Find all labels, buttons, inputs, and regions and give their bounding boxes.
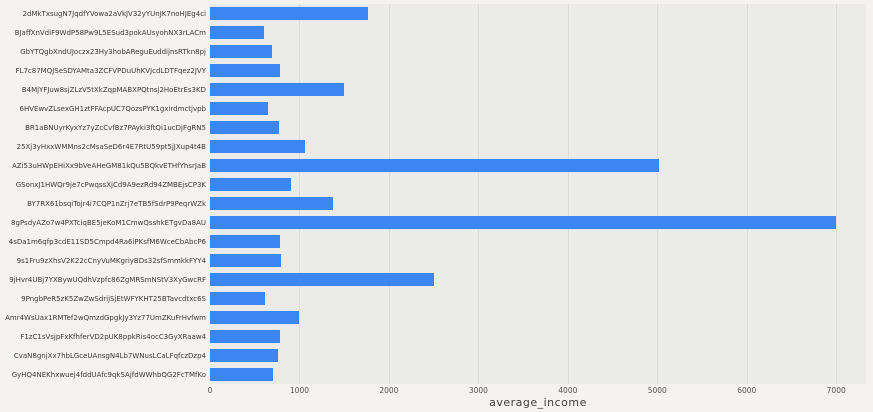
x-tick-label: 3000 [468,386,488,395]
x-axis-title: average_income [489,396,587,409]
x-tick-label: 5000 [647,386,667,395]
bar [210,140,305,153]
bar [210,216,837,229]
y-tick-label: Amr4WsUax1RMTef2wQmzdGpgkJy3Yz77UmZKuFrH… [5,313,206,322]
y-tick-label: FL7c87MQJSeSDYAMta3ZCFVPDuUhKVJcdLDTFqez… [15,66,206,75]
bar [210,311,300,324]
bar [210,330,280,343]
y-tick-label: GbYTQgbXndUJoczx23Hy3hobAReguEuddijnsRTk… [20,47,206,56]
y-tick-label: 9jHvr4UBj7YXBywUQdhVzpfc86ZgMRSmNStV3XyG… [9,275,206,284]
gridline [657,4,659,384]
y-tick-label: AZi53uHWpEHiXx9bVeAHeGM81kQu5BQkvETHfYhs… [11,161,206,170]
x-axis-ticks: 0 1000 2000 3000 4000 5000 6000 7000 [0,386,873,396]
x-tick-label: 0 [207,386,213,395]
bar [210,102,269,115]
bar [210,273,434,286]
gridline [299,4,301,384]
bar [210,83,345,96]
bar [210,349,278,362]
gridline [567,4,569,384]
y-tick-label: F1zC1sVsjpFxKfhferVD2pUK8ppkRis4ocC3GyXR… [20,332,206,341]
y-tick-label: BY7RX61bsqiTojr4i7CQP1nZrj7eTB5fSdrP9Peq… [27,199,206,208]
y-tick-label: 9s1Fru9zXhsV2K22cCnyVuMKgriyBDs32sfSmmkk… [16,256,206,265]
y-tick-label: 6HVEwvZLsexGH1ztFFAcpUC7QozsPYK1gxirdmct… [19,104,206,113]
gridline [478,4,480,384]
y-tick-label: 2dMkTxsugN7JqdfYVowa2aVkJV32yYUnJK7noHJE… [22,9,206,18]
x-tick-label: 1000 [289,386,309,395]
bar [210,26,264,39]
bar [210,254,282,267]
y-tick-label: 4sDa1m6qfp3cdE11SD5Cmpd4Ra6iPKsfM6WceCbA… [8,237,206,246]
y-tick-label: 9PngbPeR5zK5ZwZwSdrijSjEtWFYKHT25BTavcdt… [21,294,206,303]
y-tick-label: 8gPsdyAZo7w4PXTciqBE5jeKoM1CmwQsshkETgvD… [11,218,206,227]
bar [210,292,266,305]
bar [210,7,369,20]
y-tick-label: 25Xj3yHxxWMMns2cMsaSeD6r4E7RtU59pt5jJXup… [16,142,206,151]
gridline [388,4,390,384]
bar [210,235,280,248]
x-tick-label: 4000 [558,386,578,395]
gridline [836,4,838,384]
y-tick-label: GSonxJ1HWQr9je7cPwqssXjCd9A9ezRd94ZMBEjs… [15,180,206,189]
x-tick-label: 7000 [826,386,846,395]
bar [210,121,279,134]
x-tick-label: 2000 [379,386,399,395]
bar [210,45,272,58]
y-tick-label: GyHQ4NEKhxwuej4fddUAfc9qkSAjfdWWhbQG2FcT… [11,370,206,379]
gridline [746,4,748,384]
bar [210,159,660,172]
y-axis-labels: 2dMkTxsugN7JqdfYVowa2aVkJV32yYUnJK7noHJE… [0,4,206,384]
bar [210,368,273,381]
x-tick-label: 6000 [737,386,757,395]
y-tick-label: CvaN8gnjXx7hbLGceUAnsgN4Lb7WNusLCaLFqfcz… [13,351,206,360]
bar [210,178,291,191]
bar [210,197,333,210]
y-tick-label: BJaffXnVdiF9WdP58Pw9L5ESud3pokAUsyohNX3r… [14,28,206,37]
plot-area [210,4,866,384]
bar [210,64,280,77]
y-tick-label: BR1aBNUyrKyxYz7yZcCvfBz7PAyki3ftQi1ucDjF… [25,123,206,132]
y-tick-label: B4MjYFJuw8sjZLzV5tXkZqpMABXPQtnsj2HoEtrE… [21,85,206,94]
